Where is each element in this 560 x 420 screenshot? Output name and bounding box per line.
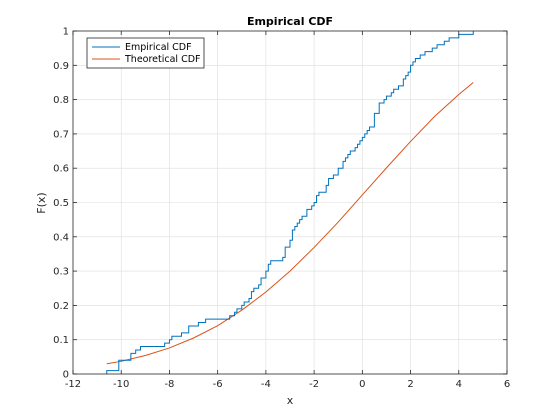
y-tick-label: 0: [63, 370, 69, 381]
x-tick-label: 2: [407, 379, 413, 390]
y-tick-label: 0.2: [53, 301, 69, 312]
y-tick-label: 0.3: [53, 267, 69, 278]
legend-box: [86, 37, 205, 69]
y-tick-label: 0.8: [53, 95, 69, 106]
theoretical-cdf-line: [106, 82, 474, 365]
x-axis-label: x: [287, 394, 294, 407]
x-tick-label: -4: [261, 379, 271, 390]
x-tick-label: 4: [456, 379, 462, 390]
legend-label-empirical: Empirical CDF: [125, 42, 192, 53]
x-tick-label: 0: [359, 379, 365, 390]
chart-title: Empirical CDF: [247, 15, 333, 28]
x-tick-label: -6: [213, 379, 223, 390]
y-tick-label: 0.1: [53, 335, 69, 346]
y-tick-label: 0.4: [53, 232, 69, 243]
x-tick-label: -10: [113, 379, 129, 390]
x-tick-label: 6: [504, 379, 510, 390]
ticks: -12 -10 -8 -6 -4 -2 0 2 4 6 0 0.1 0.2 0.3 0.4 0.5 0.6 0.7…: [53, 27, 510, 391]
y-tick-label: 0.6: [53, 164, 69, 175]
y-tick-label: 0.7: [53, 129, 69, 140]
legend: Empirical CDF Theoretical CDF: [86, 37, 205, 69]
empirical-cdf-line: [106, 31, 474, 374]
y-axis-label: F(x): [35, 192, 48, 213]
x-tick-label: -2: [309, 379, 319, 390]
y-tick-label: 0.9: [53, 61, 69, 72]
legend-label-theoretical: Theoretical CDF: [124, 54, 201, 65]
x-tick-label: -8: [164, 379, 174, 390]
y-tick-label: 0.5: [53, 198, 69, 209]
y-tick-label: 1: [63, 27, 69, 38]
series-layer: [106, 31, 474, 374]
x-tick-label: -12: [65, 379, 81, 390]
